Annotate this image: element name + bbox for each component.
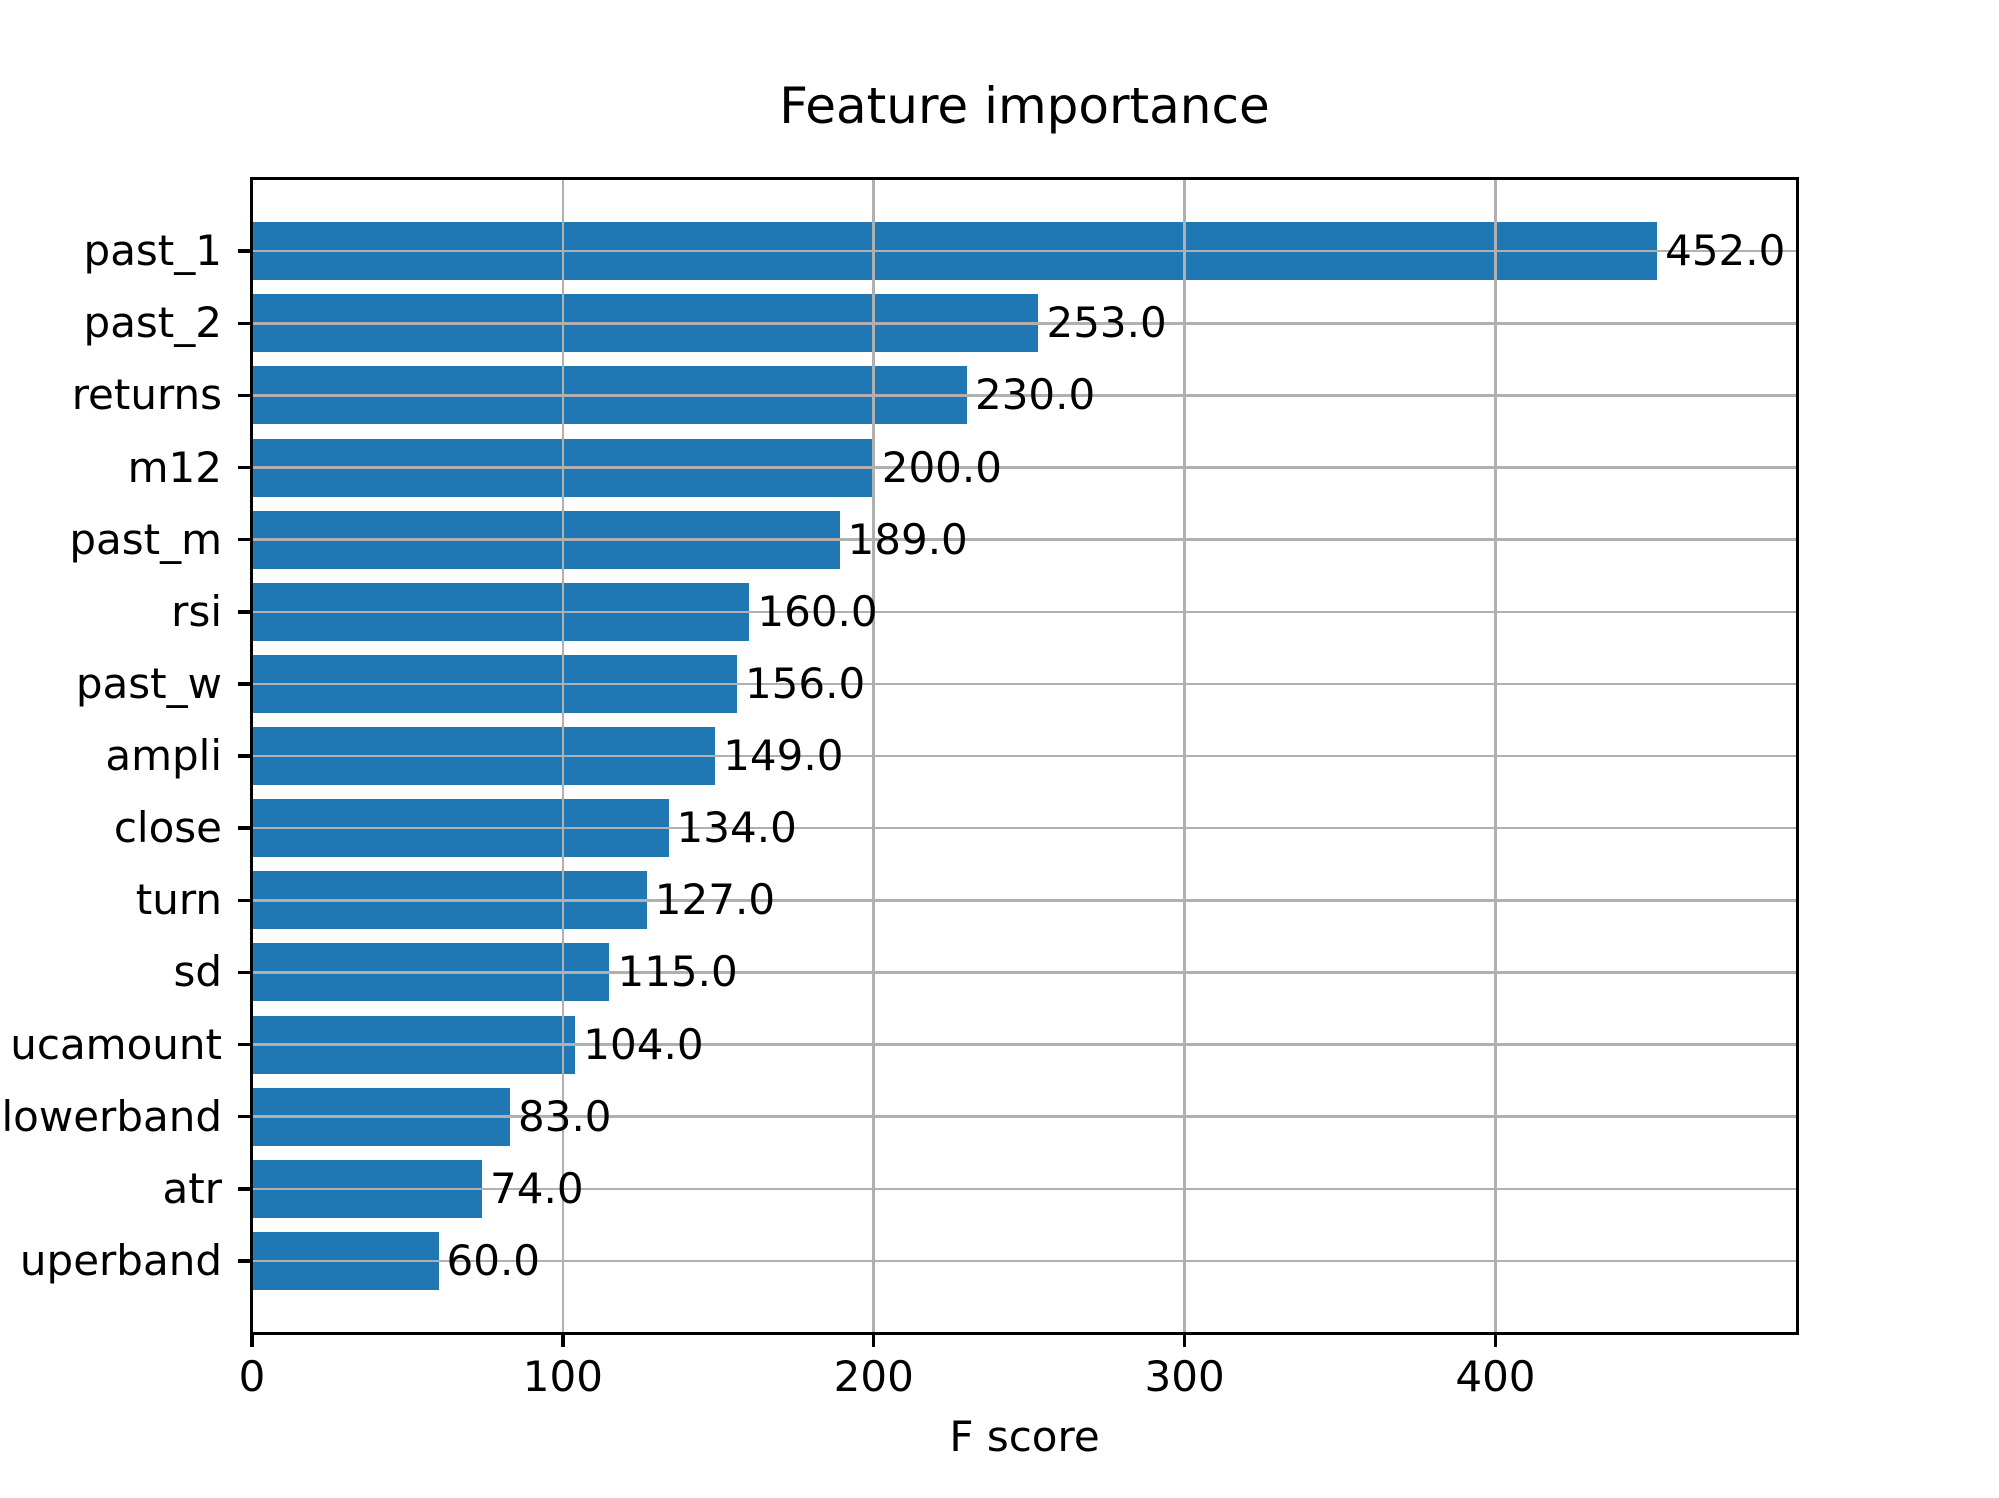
ytick-label-lowerband: lowerband: [1, 1091, 223, 1141]
value-label-atr: 74.0: [490, 1163, 584, 1213]
ytick-mark-past_w: [238, 682, 252, 686]
ytick-label-ampli: ampli: [105, 731, 222, 780]
ytick-mark-sd: [238, 970, 252, 975]
value-label-uperband: 60.0: [446, 1235, 541, 1285]
ytick-mark-rsi: [238, 610, 252, 614]
ytick-label-m12: m12: [127, 442, 222, 492]
xtick-label-300: 300: [1144, 1352, 1225, 1401]
ytick-label-atr: atr: [162, 1163, 222, 1213]
xtick-mark-300: [1182, 1333, 1187, 1347]
h-gridline-past_w: [252, 682, 1797, 686]
h-gridline-past_2: [252, 322, 1797, 325]
ytick-label-uperband: uperband: [19, 1235, 222, 1285]
value-label-ucamount: 104.0: [583, 1019, 704, 1069]
xtick-mark-0: [250, 1333, 254, 1347]
h-gridline-ampli: [252, 754, 1797, 758]
ytick-mark-past_2: [238, 321, 252, 325]
ytick-label-sd: sd: [173, 947, 222, 997]
h-gridline-sd: [252, 971, 1797, 974]
ytick-mark-ucamount: [238, 1042, 252, 1047]
xtick-label-200: 200: [833, 1352, 914, 1401]
value-label-past_2: 253.0: [1046, 298, 1167, 348]
ytick-label-ucamount: ucamount: [10, 1019, 222, 1069]
h-gridline-close: [252, 826, 1797, 830]
ytick-label-turn: turn: [135, 875, 222, 925]
xtick-mark-200: [871, 1333, 876, 1347]
ytick-mark-m12: [238, 465, 252, 470]
h-gridline-turn: [252, 899, 1797, 902]
value-label-past_w: 156.0: [744, 658, 866, 708]
value-label-ampli: 149.0: [723, 731, 844, 780]
value-label-past_1: 452.0: [1665, 226, 1786, 276]
h-gridline-returns: [252, 394, 1797, 397]
ytick-label-past_m: past_m: [69, 514, 222, 564]
xtick-mark-100: [561, 1333, 565, 1347]
h-gridline-ucamount: [252, 1043, 1797, 1046]
h-gridline-uperband: [252, 1259, 1797, 1263]
ytick-label-past_1: past_1: [83, 226, 222, 276]
value-label-m12: 200.0: [881, 442, 1002, 492]
ytick-mark-close: [238, 826, 252, 830]
xtick-mark-400: [1493, 1333, 1498, 1347]
ytick-mark-lowerband: [238, 1114, 252, 1119]
ytick-mark-turn: [238, 898, 252, 902]
value-label-rsi: 160.0: [757, 586, 878, 636]
value-label-past_m: 189.0: [847, 514, 968, 564]
xtick-label-400: 400: [1455, 1352, 1536, 1401]
v-gridline-200: [872, 179, 875, 1333]
value-label-close: 134.0: [676, 803, 797, 853]
xtick-label-0: 0: [238, 1352, 266, 1401]
value-label-sd: 115.0: [617, 947, 738, 997]
h-gridline-atr: [252, 1187, 1797, 1190]
h-gridline-m12: [252, 466, 1797, 469]
ytick-mark-ampli: [238, 754, 252, 758]
ytick-label-past_w: past_w: [75, 658, 222, 708]
ytick-label-past_2: past_2: [83, 298, 222, 348]
ytick-label-returns: returns: [71, 370, 222, 420]
h-gridline-past_m: [252, 538, 1797, 541]
value-label-returns: 230.0: [974, 370, 1096, 420]
xtick-label-100: 100: [522, 1352, 603, 1401]
ytick-label-close: close: [113, 803, 222, 853]
value-label-turn: 127.0: [654, 875, 776, 925]
ytick-mark-past_m: [238, 537, 252, 542]
x-axis-label: F score: [949, 1412, 1100, 1461]
chart-title: Feature importance: [779, 77, 1270, 135]
ytick-mark-returns: [238, 393, 252, 398]
v-gridline-300: [1183, 179, 1186, 1333]
v-gridline-100: [561, 179, 565, 1333]
h-gridline-past_1: [252, 249, 1797, 253]
ytick-label-rsi: rsi: [171, 586, 222, 636]
value-label-lowerband: 83.0: [518, 1091, 612, 1141]
ytick-mark-atr: [238, 1187, 252, 1191]
h-gridline-rsi: [252, 610, 1797, 613]
h-gridline-lowerband: [252, 1115, 1797, 1118]
ytick-mark-past_1: [238, 249, 252, 253]
ytick-mark-uperband: [238, 1259, 252, 1263]
v-gridline-400: [1494, 179, 1497, 1333]
